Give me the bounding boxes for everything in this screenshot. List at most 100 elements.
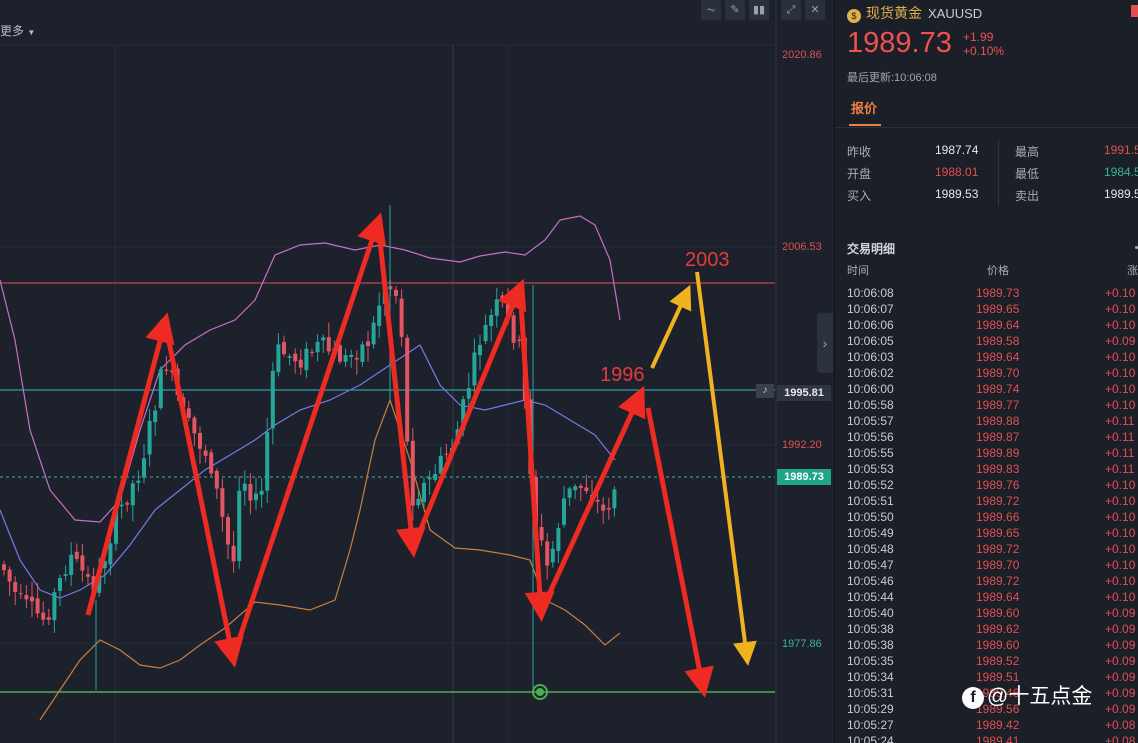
trade-row[interactable]: 10:05:44 1989.64 +0.10 [835, 589, 1138, 605]
trade-row[interactable]: 10:05:38 1989.60 +0.09 [835, 637, 1138, 653]
trade-time: 10:05:29 [847, 702, 894, 716]
close-icon[interactable]: ✕ [805, 0, 825, 20]
trade-row[interactable]: 10:05:50 1989.66 +0.10 [835, 509, 1138, 525]
trade-row[interactable]: 10:06:08 1989.73 +0.10 [835, 285, 1138, 301]
trade-row[interactable]: 10:06:00 1989.74 +0.10 [835, 381, 1138, 397]
candle-body [35, 598, 40, 614]
collapse-panel-handle[interactable]: › [817, 313, 833, 373]
trade-row[interactable]: 10:05:55 1989.89 +0.11 [835, 445, 1138, 461]
trade-change: +0.10 [1105, 574, 1136, 588]
candle-body [114, 508, 118, 544]
alert-bell-icon[interactable]: ♪ [756, 384, 774, 398]
trade-change: +0.09 [1105, 638, 1136, 652]
trade-time: 10:06:00 [847, 382, 894, 396]
candle-type-icon[interactable]: ▮▮ [749, 0, 769, 20]
trade-change: +0.09 [1105, 606, 1136, 620]
trade-row[interactable]: 10:05:34 1989.51 +0.09 [835, 669, 1138, 685]
trade-change: +0.08 [1105, 734, 1136, 743]
trade-price: 1989.52 [976, 654, 1020, 668]
trend-arrow-red [410, 278, 527, 549]
trade-row[interactable]: 10:05:56 1989.87 +0.11 [835, 429, 1138, 445]
trade-price: 1989.72 [976, 542, 1020, 556]
trade-row[interactable]: 10:05:31 1989.46 +0.09 [835, 685, 1138, 701]
bollinger-lower [39, 398, 621, 721]
line-tool-icon[interactable]: ⏦ [701, 0, 721, 20]
tab-quote[interactable]: 报价 [851, 101, 878, 116]
trade-change: +0.09 [1105, 622, 1136, 636]
trade-row[interactable]: 10:06:02 1989.70 +0.10 [835, 365, 1138, 381]
trade-row[interactable]: 10:05:40 1989.60 +0.09 [835, 605, 1138, 621]
pen-tool-icon[interactable]: ✎ [725, 0, 745, 20]
trade-row[interactable]: 10:05:24 1989.41 +0.08 [835, 733, 1138, 743]
trade-price: 1989.64 [976, 590, 1020, 604]
trade-change: +0.10 [1105, 590, 1136, 604]
trade-row[interactable]: 10:05:58 1989.77 +0.10 [835, 397, 1138, 413]
trend-arrow-red [538, 385, 646, 614]
instrument-name: 现货黄金 [866, 5, 922, 21]
trend-arrow-yellow [695, 271, 757, 666]
candle-body [310, 351, 314, 353]
bollinger-upper [0, 215, 621, 523]
candle-body [136, 480, 141, 483]
candle-body [242, 483, 247, 491]
trade-time: 10:05:57 [847, 414, 894, 428]
trade-change: +0.11 [1105, 446, 1135, 460]
gold-coin-icon: $ [847, 9, 861, 23]
trade-change: +0.11 [1105, 462, 1135, 476]
trade-time: 10:05:44 [847, 590, 894, 604]
trade-row[interactable]: 10:06:07 1989.65 +0.10 [835, 301, 1138, 317]
price-chart[interactable]: 更多 ▼ ⏦ ✎ ▮▮ ⤢ ✕ 2020.86 2006.53 1992.20 … [0, 0, 833, 743]
quote-panel: $ 现货黄金 XAUUSD 1989.73 +1.99 +0.10% 最后更新:10… [834, 0, 1138, 743]
candle-body [198, 432, 202, 449]
trade-row[interactable]: 10:05:49 1989.65 +0.10 [835, 525, 1138, 541]
candle-body [254, 493, 258, 501]
candle-body [422, 482, 426, 502]
trade-row[interactable]: 10:05:57 1989.88 +0.11 [835, 413, 1138, 429]
trade-row[interactable]: 10:05:52 1989.76 +0.10 [835, 477, 1138, 493]
trade-row[interactable]: 10:06:06 1989.64 +0.10 [835, 317, 1138, 333]
candle-body [186, 408, 191, 418]
trade-row[interactable]: 10:05:35 1989.52 +0.09 [835, 653, 1138, 669]
candle-body [343, 355, 348, 362]
candle-body [147, 420, 152, 455]
trend-arrow-red [517, 287, 555, 622]
trade-row[interactable]: 10:06:05 1989.58 +0.09 [835, 333, 1138, 349]
trade-row[interactable]: 10:05:47 1989.70 +0.10 [835, 557, 1138, 573]
candle-body [410, 440, 415, 506]
trade-row[interactable]: 10:06:03 1989.64 +0.10 [835, 349, 1138, 365]
trade-time: 10:05:58 [847, 398, 894, 412]
trade-row[interactable]: 10:05:27 1989.42 +0.08 [835, 717, 1138, 733]
candle-body [562, 498, 566, 525]
candle-body [567, 488, 572, 498]
candle-body [556, 527, 561, 551]
trade-row[interactable]: 10:05:48 1989.72 +0.10 [835, 541, 1138, 557]
trade-time: 10:06:08 [847, 286, 894, 300]
trade-change: +0.10 [1105, 302, 1136, 316]
trade-change: +0.08 [1105, 718, 1136, 732]
trade-row[interactable]: 10:05:53 1989.83 +0.11 [835, 461, 1138, 477]
last-updated: 最后更新:10:06:08 [847, 72, 937, 84]
more-menu[interactable]: 更多 ▼ [0, 22, 35, 39]
trade-row[interactable]: 10:05:46 1989.72 +0.10 [835, 573, 1138, 589]
divider [998, 140, 999, 206]
trade-change: +0.09 [1105, 654, 1136, 668]
instrument-symbol: XAUUSD [928, 6, 983, 21]
quote-value: 1984.5 [1104, 165, 1138, 179]
candle-body [601, 504, 606, 511]
candle-body [360, 344, 365, 362]
favorite-icon[interactable] [1131, 5, 1138, 17]
trade-time: 10:05:51 [847, 494, 894, 508]
candle-body [7, 569, 12, 582]
trade-price: 1989.89 [976, 446, 1020, 460]
candle-body [13, 582, 18, 592]
candle-body [405, 337, 410, 442]
candle-body [354, 357, 359, 360]
trade-row[interactable]: 10:05:29 1989.56 +0.09 [835, 701, 1138, 717]
trend-arrow-red [230, 212, 386, 659]
quote-value: 1988.01 [935, 165, 979, 179]
candle-body [2, 564, 6, 571]
trade-row[interactable]: 10:05:38 1989.62 +0.09 [835, 621, 1138, 637]
fullscreen-icon[interactable]: ⤢ [781, 0, 801, 20]
trade-row[interactable]: 10:05:51 1989.72 +0.10 [835, 493, 1138, 509]
trade-time: 10:05:24 [847, 734, 894, 743]
